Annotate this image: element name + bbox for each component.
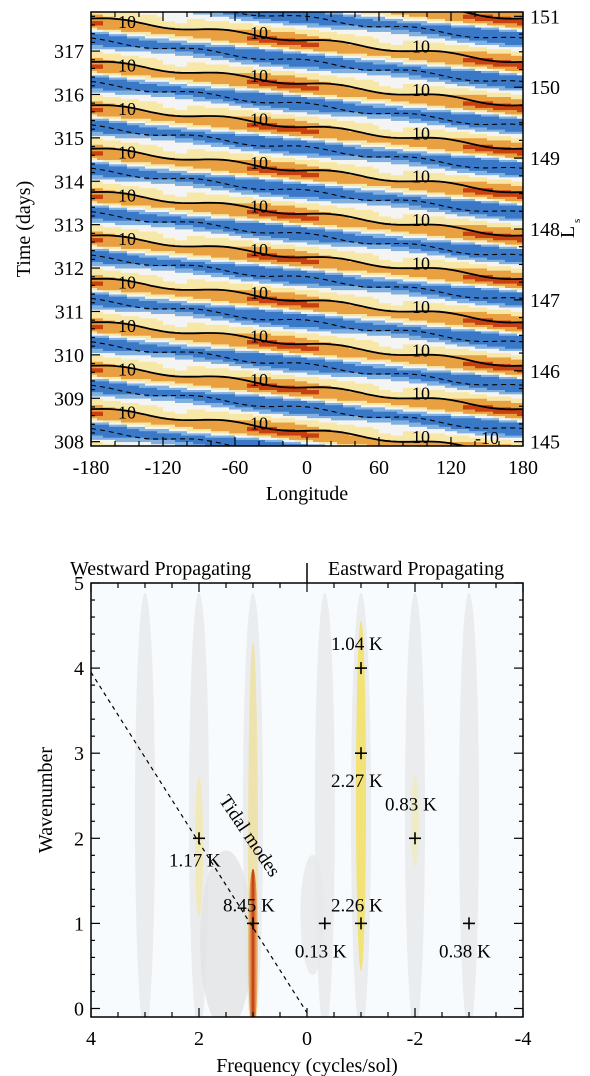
hovmoller-field: 1010101010101010101010101010101010101010… (91, 0, 523, 496)
hovmoller-panel: 1010101010101010101010101010101010101010… (13, 0, 583, 505)
